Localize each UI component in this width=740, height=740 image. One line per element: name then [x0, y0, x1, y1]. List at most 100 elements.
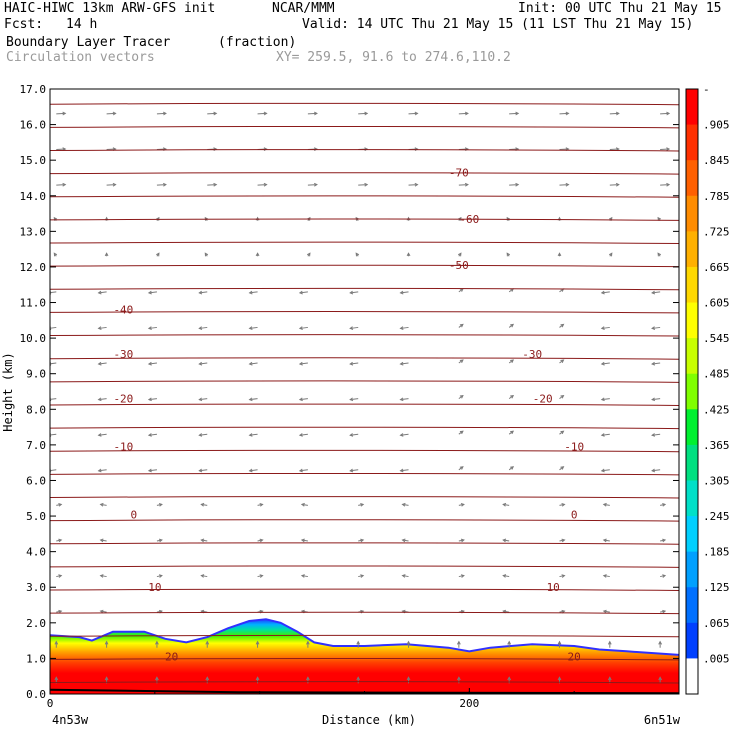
y-tick-label: 10.0: [20, 332, 47, 345]
vector-arrowhead: [349, 468, 354, 473]
vector-arrowhead: [162, 182, 167, 187]
vector-arrowhead: [248, 468, 253, 473]
circulation-vector: [148, 326, 157, 329]
vector-arrowhead: [313, 182, 318, 187]
y-tick-label: 4.0: [26, 546, 46, 559]
colorbar-swatch: [686, 658, 698, 695]
terrain-line: [50, 688, 679, 694]
vector-arrowhead: [248, 397, 253, 402]
vector-arrowhead: [651, 361, 656, 366]
isotherm-line: [50, 658, 679, 661]
vector-arrowhead: [602, 609, 607, 614]
vector-arrowhead: [662, 538, 667, 543]
y-tick-label: 1.0: [26, 652, 46, 665]
isotherm-label: -60: [459, 213, 479, 226]
circulation-vector: [249, 398, 258, 401]
vector-arrowhead: [456, 640, 461, 645]
vector-arrowhead: [298, 433, 303, 437]
vector-arrowhead: [356, 640, 361, 645]
isotherm-label: -10: [564, 441, 584, 454]
circulation-vector: [106, 184, 116, 186]
circulation-vector: [199, 398, 208, 401]
y-tick-label: 2.0: [26, 617, 46, 630]
colorbar-label: .185: [703, 546, 730, 559]
vector-arrowhead: [406, 640, 411, 645]
vector-arrowhead: [560, 323, 565, 328]
circulation-vector: [249, 362, 258, 365]
vector-arrowhead: [155, 640, 159, 645]
vector-arrowhead: [506, 252, 511, 257]
circulation-vector: [199, 291, 208, 294]
isotherm-line: [50, 380, 679, 383]
isotherm-line: [50, 403, 679, 406]
circulation-vector: [249, 469, 258, 472]
colorbar-swatch: [686, 124, 698, 161]
circulation-vector: [257, 184, 267, 186]
isotherm-label: -40: [113, 304, 133, 317]
circulation-vector: [609, 184, 619, 186]
field-name: Boundary Layer Tracer: [6, 35, 171, 50]
vector-arrowhead: [255, 640, 260, 645]
vector-arrowhead: [401, 502, 406, 507]
colorbar-label: .845: [703, 154, 730, 167]
circulation-vector: [307, 184, 317, 186]
isotherm-line: [50, 565, 679, 568]
vector-arrowhead: [248, 361, 253, 366]
circulation-vector: [601, 326, 610, 329]
isotherm-line: [50, 357, 679, 360]
vector-arrowhead: [399, 433, 404, 437]
vector-arrowhead: [306, 252, 311, 257]
circulation-vector: [307, 112, 317, 115]
y-tick-label: 17.0: [20, 83, 47, 96]
vector-arrowhead: [651, 397, 656, 402]
circulation-vector: [559, 184, 569, 186]
circulation-vector: [98, 469, 107, 472]
vector-arrowhead: [147, 468, 152, 473]
vector-arrowhead: [364, 111, 369, 116]
circulation-vector: [98, 398, 107, 401]
vector-arrowhead: [104, 252, 109, 257]
vector-arrowhead: [608, 252, 613, 257]
y-tick-label: 8.0: [26, 403, 46, 416]
vector-arrowhead: [248, 326, 253, 330]
circulation-vector: [249, 433, 258, 436]
vector-arrowhead: [662, 609, 667, 614]
vector-arrowhead: [213, 182, 218, 187]
circulation-vector: [400, 362, 409, 365]
circulation-vector: [148, 398, 157, 401]
colorbar-swatch: [686, 551, 698, 588]
circulation-vector: [408, 112, 418, 115]
isotherm-line: [50, 542, 679, 545]
vector-arrowhead: [200, 538, 205, 543]
fcst-label: Fcst:: [4, 17, 44, 32]
isotherm-line: [50, 149, 679, 152]
vector-arrowhead: [198, 397, 203, 402]
vector-arrowhead: [510, 466, 515, 470]
vector-arrowhead: [600, 468, 605, 473]
circulation-vector: [50, 326, 57, 329]
vector-arrowhead: [406, 676, 411, 681]
y-tick-label: 9.0: [26, 368, 46, 381]
circulation-vector: [652, 291, 661, 294]
vector-arrowhead: [298, 468, 303, 473]
isotherm-line: [50, 172, 679, 175]
vector-arrowhead: [97, 326, 102, 330]
vector-arrowhead: [600, 361, 605, 366]
circulation-vector: [652, 362, 661, 365]
vector-arrowhead: [147, 433, 152, 437]
colorbar-label: .605: [703, 297, 730, 310]
vector-arrowhead: [459, 466, 464, 470]
circulation-vector: [148, 362, 157, 365]
valid-time: Valid: 14 UTC Thu 21 May 15 (11 LST Thu …: [302, 17, 694, 32]
circulation-vector: [199, 362, 208, 365]
vector-arrowhead: [300, 502, 305, 507]
isotherm-line: [50, 496, 679, 499]
circulation-vector: [652, 469, 661, 472]
circulation-vector: [652, 398, 661, 401]
colorbar-frame: [685, 88, 699, 695]
vector-arrowhead: [557, 252, 562, 257]
isotherm-label: -20: [113, 393, 133, 406]
circulation-vector: [299, 362, 308, 365]
vector-arrowhead: [600, 397, 605, 402]
circulation-vector: [601, 469, 610, 472]
